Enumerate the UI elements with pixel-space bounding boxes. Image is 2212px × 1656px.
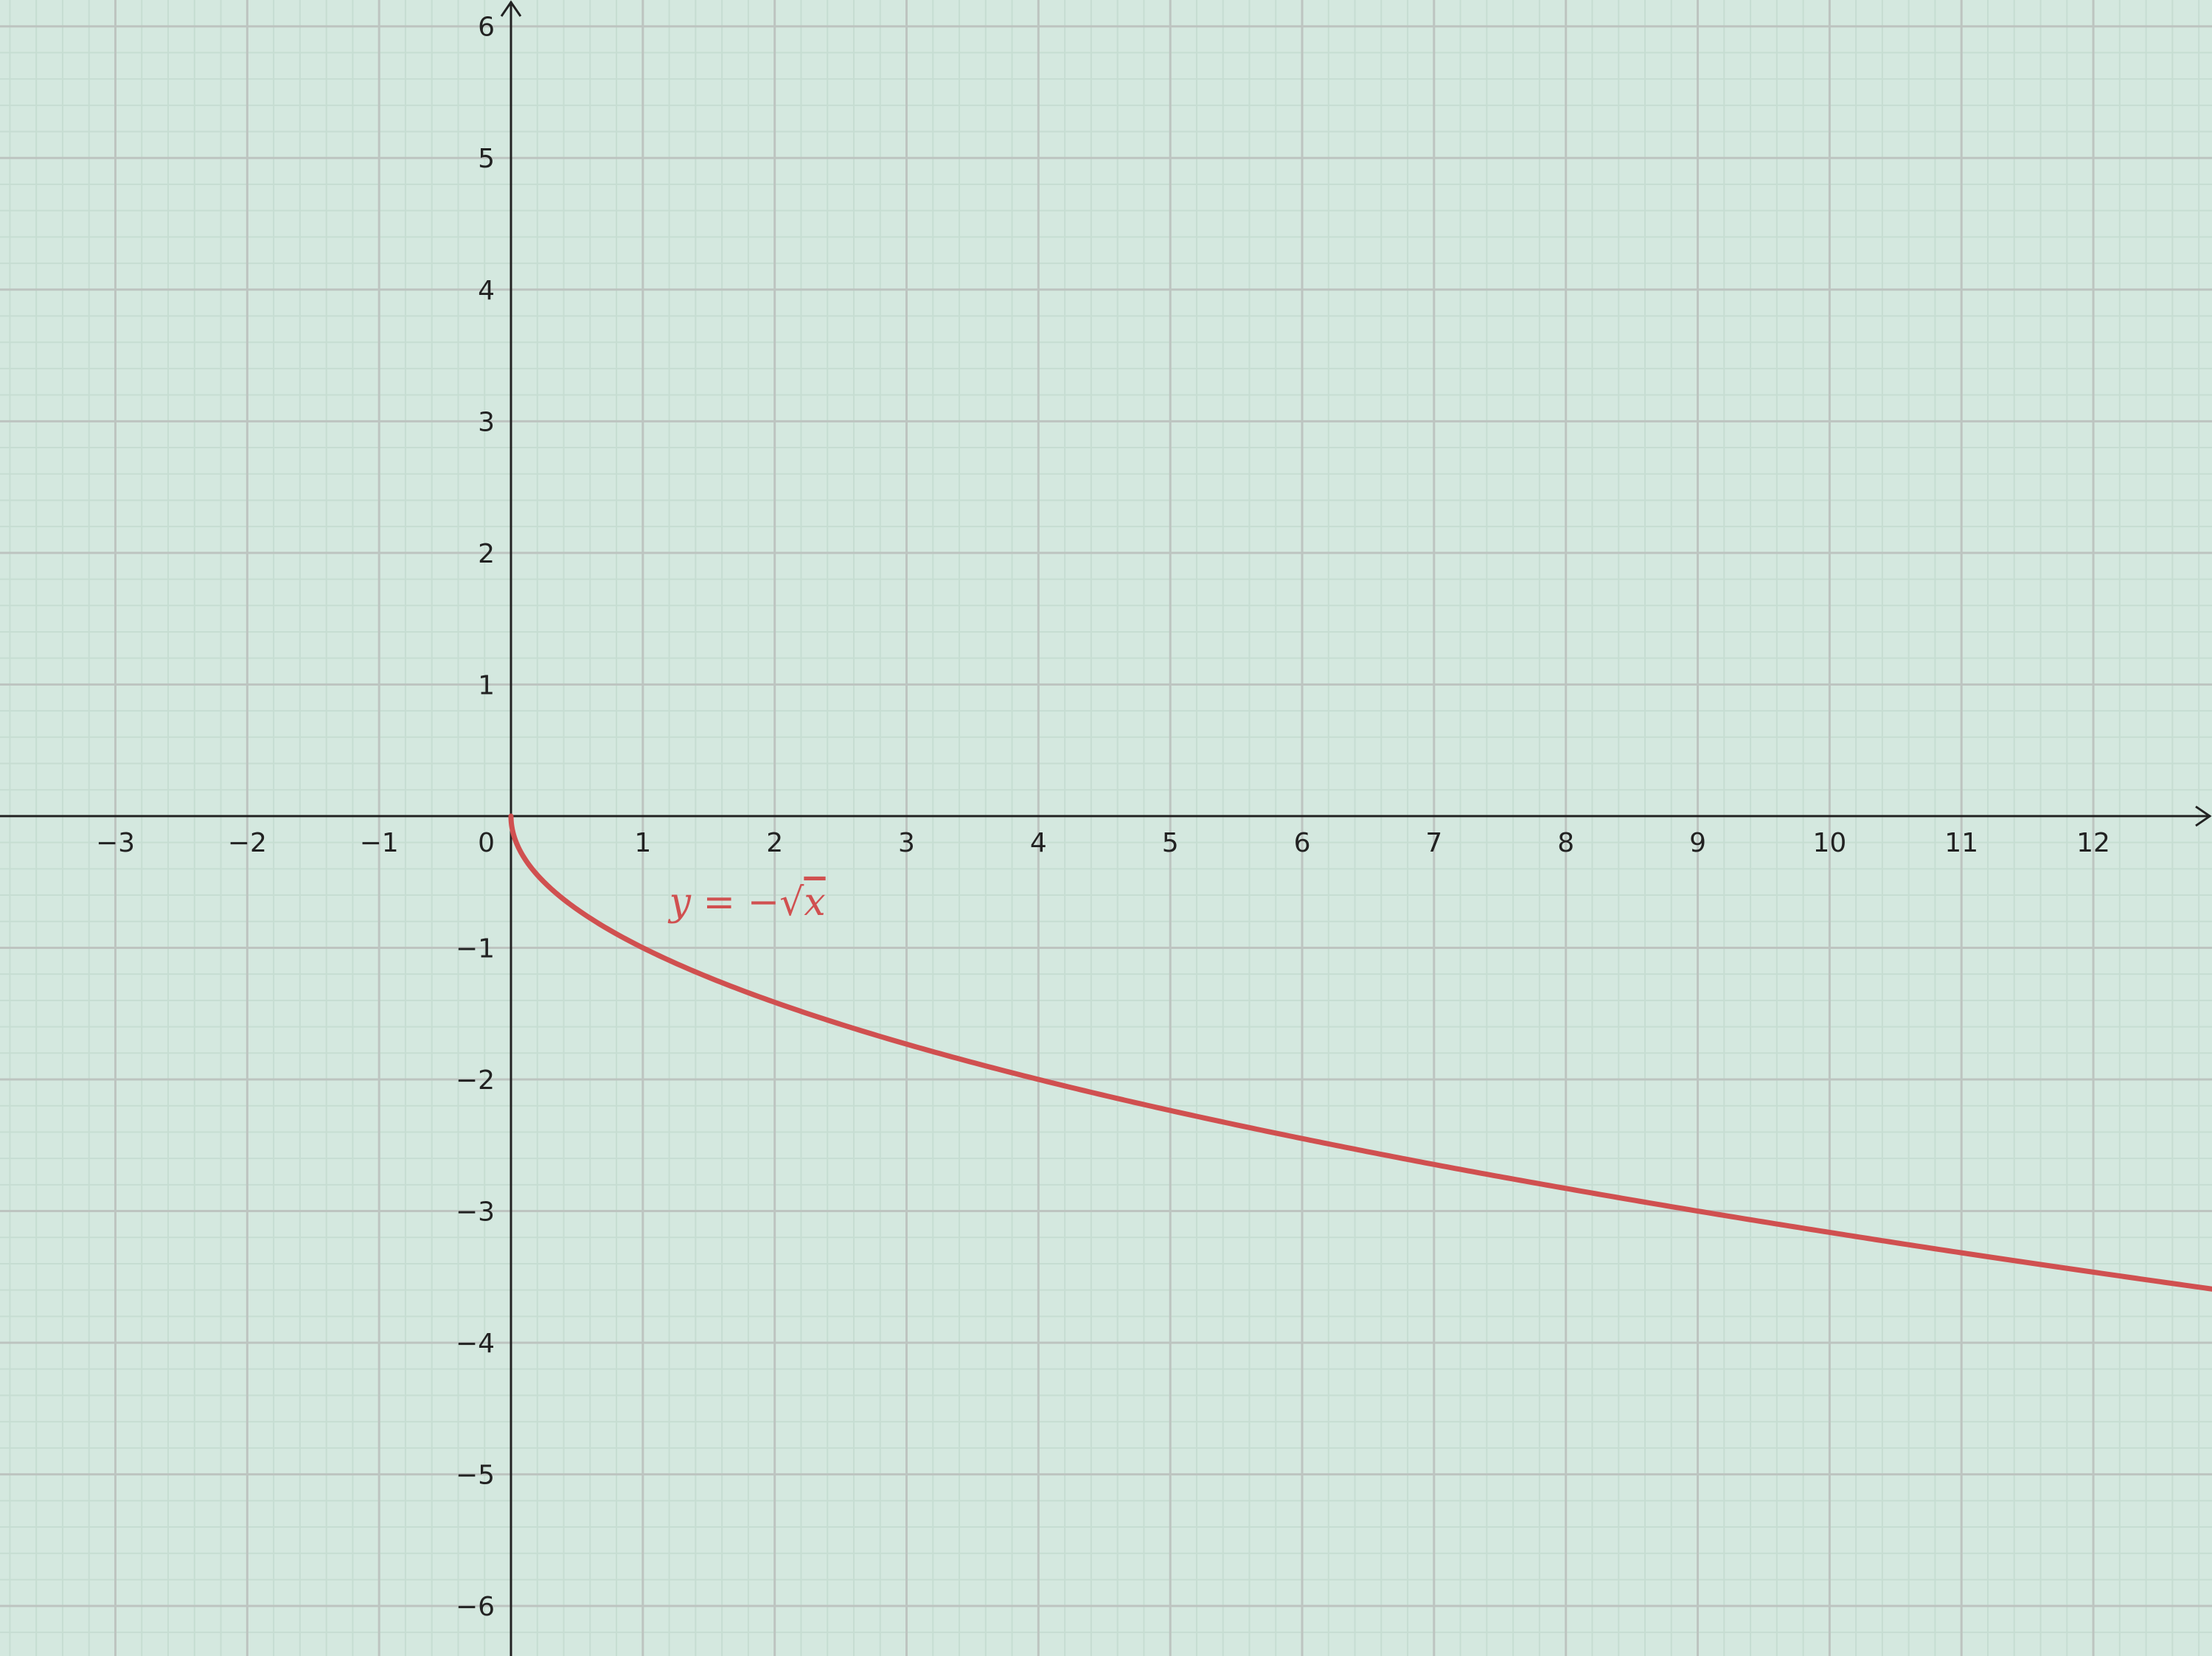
y-tick-label: 3: [478, 407, 495, 437]
x-tick-label: 12: [2076, 828, 2110, 858]
y-tick-label: −3: [456, 1197, 495, 1228]
y-tick-label: 5: [478, 144, 495, 174]
x-axis-arrow: [2195, 805, 2212, 827]
x-tick-label: −3: [96, 828, 135, 858]
curves: [508, 813, 2212, 1292]
x-tick-label: 1: [634, 828, 651, 858]
y-tick-label: −4: [456, 1329, 495, 1359]
x-tick-label: 3: [898, 828, 915, 858]
function-label-part: √: [779, 880, 804, 925]
origin-label: 0: [478, 828, 495, 858]
x-tick-label: 6: [1294, 828, 1311, 858]
y-axis-arrow: [500, 0, 522, 17]
x-tick-label: 11: [1944, 828, 1978, 858]
curve-series: [508, 813, 2212, 1292]
x-tick-label: 7: [1425, 828, 1442, 858]
function-label-part: y: [668, 880, 692, 925]
x-tick-label: 4: [1030, 828, 1047, 858]
function-label: y = −√x: [668, 880, 826, 925]
x-tick-label: −1: [360, 828, 399, 858]
y-tick-label: −2: [456, 1065, 495, 1096]
y-tick-label: −6: [456, 1592, 495, 1622]
y-tick-label: −1: [456, 933, 495, 964]
y-tick-label: 4: [478, 276, 495, 306]
y-tick-label: −5: [456, 1461, 495, 1491]
y-tick-label: 2: [478, 539, 495, 569]
function-label-part: = −: [691, 880, 779, 925]
x-tick-label: 5: [1162, 828, 1179, 858]
function-label-part: x: [804, 880, 825, 925]
x-tick-label: −2: [228, 828, 267, 858]
x-tick-label: 8: [1557, 828, 1574, 858]
x-tick-label: 2: [766, 828, 783, 858]
y-tick-label: 1: [478, 670, 495, 700]
y-tick-label: 6: [478, 13, 495, 43]
x-tick-label: 10: [1812, 828, 1846, 858]
x-tick-label: 9: [1689, 828, 1706, 858]
